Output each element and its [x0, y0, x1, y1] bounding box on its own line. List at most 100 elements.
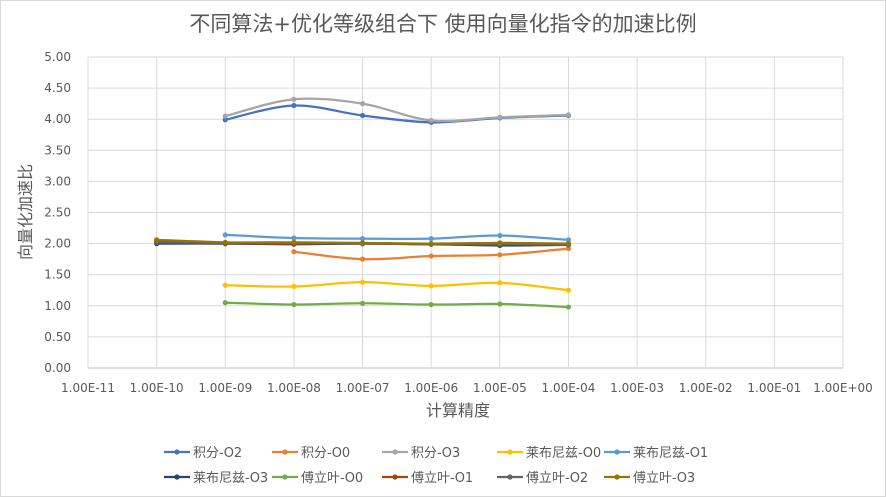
legend-label: 积分-O3 [411, 446, 460, 461]
legend-item: 莱布尼兹-O1 [604, 446, 708, 461]
data-point [291, 249, 296, 254]
legend-marker [392, 474, 397, 479]
legend-label: 莱布尼兹-O1 [633, 446, 708, 461]
series-3 [223, 280, 571, 293]
x-axis-ticks: 1.00E-11 1.00E-10 1.00E-09 1.00E-08 1.00E-07… [61, 381, 873, 395]
data-point [360, 280, 365, 285]
x-tick-label: 1.00E-09 [198, 381, 252, 395]
legend-item: 傅立叶-O2 [497, 471, 588, 486]
data-point [566, 288, 571, 293]
legend-label: 莱布尼兹-O0 [526, 446, 601, 461]
series-line [225, 303, 568, 307]
legend-label: 傅立叶-O1 [411, 471, 473, 486]
y-tick-label: 5.00 [44, 50, 71, 64]
chart-title: 不同算法+优化等级组合下 使用向量化指令的加速比例 [189, 12, 696, 36]
series-4 [223, 232, 571, 242]
legend-marker [282, 449, 287, 454]
y-tick-label: 2.00 [44, 237, 71, 251]
data-point [429, 253, 434, 258]
legend-marker [392, 449, 397, 454]
data-point [497, 115, 502, 120]
legend-item: 傅立叶-O3 [604, 471, 695, 486]
legend-label: 积分-O0 [301, 446, 350, 461]
series-0 [223, 103, 571, 125]
legend-marker [614, 449, 619, 454]
data-point [360, 257, 365, 262]
x-tick-label: 1.00E-10 [130, 381, 184, 395]
y-axis-ticks: 0.00 0.50 1.00 1.50 2.00 2.50 3.00 3.50 4.00 4.50… [44, 50, 71, 375]
x-tick-label: 1.00E-06 [404, 381, 458, 395]
series-line [225, 235, 568, 240]
data-point [223, 240, 228, 245]
data-point [291, 240, 296, 245]
data-point [291, 284, 296, 289]
legend-marker [282, 474, 287, 479]
x-tick-label: 1.00E+00 [813, 381, 873, 395]
data-point [497, 233, 502, 238]
data-point [497, 252, 502, 257]
data-point [429, 241, 434, 246]
x-tick-label: 1.00E-02 [679, 381, 733, 395]
data-point [497, 240, 502, 245]
legend-label: 莱布尼兹-O3 [193, 471, 268, 486]
legend-item: 莱布尼兹-O0 [497, 446, 601, 461]
data-point [360, 101, 365, 106]
x-tick-label: 1.00E-04 [542, 381, 596, 395]
x-tick-label: 1.00E-08 [267, 381, 321, 395]
legend-item: 积分-O0 [272, 446, 350, 461]
legend-marker [507, 474, 512, 479]
data-point [429, 302, 434, 307]
series-line [225, 99, 568, 121]
legend-item: 莱布尼兹-O3 [164, 471, 268, 486]
legend-marker [174, 449, 179, 454]
x-axis-title: 计算精度 [426, 401, 490, 420]
legend: 积分-O2 积分-O0 积分-O3 莱布尼兹-O0 莱布尼兹-O1 莱布尼兹-O3 傅立叶-… [164, 446, 708, 486]
legend-item: 积分-O3 [382, 446, 460, 461]
legend-item: 积分-O2 [164, 446, 242, 461]
legend-item: 傅立叶-O1 [382, 471, 473, 486]
data-point [291, 302, 296, 307]
grid-lines [88, 57, 843, 368]
x-tick-label: 1.00E-11 [61, 381, 115, 395]
data-point [566, 241, 571, 246]
y-tick-label: 1.00 [44, 299, 71, 313]
legend-label: 傅立叶-O2 [526, 471, 588, 486]
x-tick-label: 1.00E-05 [473, 381, 527, 395]
data-point [429, 283, 434, 288]
legend-label: 傅立叶-O0 [301, 471, 363, 486]
legend-marker [507, 449, 512, 454]
legend-item: 傅立叶-O0 [272, 471, 363, 486]
data-point [429, 236, 434, 241]
x-tick-label: 1.00E-03 [610, 381, 664, 395]
data-point [497, 301, 502, 306]
data-point [360, 240, 365, 245]
data-point [291, 97, 296, 102]
data-point [223, 113, 228, 118]
y-axis-title: 向量化加速比 [16, 164, 35, 260]
series-6 [223, 300, 571, 310]
x-tick-label: 1.00E-01 [747, 381, 801, 395]
y-tick-label: 0.00 [44, 361, 71, 375]
data-point [566, 112, 571, 117]
data-point [497, 280, 502, 285]
legend-label: 积分-O2 [193, 446, 242, 461]
y-tick-label: 2.50 [44, 206, 71, 220]
data-point [360, 113, 365, 118]
legend-label: 傅立叶-O3 [633, 471, 695, 486]
data-point [223, 283, 228, 288]
legend-marker [174, 474, 179, 479]
y-tick-label: 0.50 [44, 330, 71, 344]
y-tick-label: 3.50 [44, 143, 71, 157]
data-point [360, 301, 365, 306]
data-point [429, 118, 434, 123]
y-tick-label: 1.50 [44, 268, 71, 282]
x-tick-label: 1.00E-07 [336, 381, 390, 395]
data-point [223, 300, 228, 305]
y-tick-label: 4.50 [44, 81, 71, 95]
legend-marker [614, 474, 619, 479]
y-tick-label: 3.00 [44, 174, 71, 188]
data-point [154, 237, 159, 242]
series-line [225, 105, 568, 122]
data-point [291, 103, 296, 108]
